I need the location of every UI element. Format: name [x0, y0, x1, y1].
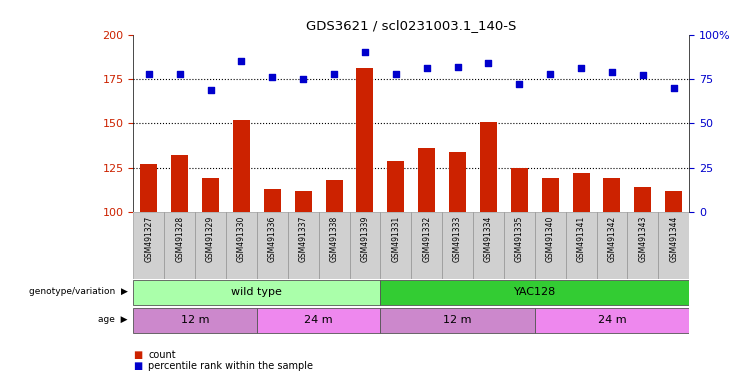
Text: GSM491331: GSM491331 — [391, 215, 400, 262]
Point — [514, 81, 525, 87]
Point — [637, 72, 649, 78]
Bar — [133, 212, 165, 279]
Point — [143, 71, 155, 77]
Bar — [535, 308, 689, 333]
Bar — [288, 212, 319, 279]
Title: GDS3621 / scl0231003.1_140-S: GDS3621 / scl0231003.1_140-S — [306, 19, 516, 32]
Bar — [233, 120, 250, 212]
Bar — [480, 121, 497, 212]
Bar — [573, 173, 590, 212]
Point — [390, 71, 402, 77]
Bar — [380, 212, 411, 279]
Text: GSM491342: GSM491342 — [608, 215, 617, 262]
Point — [205, 86, 216, 93]
Bar — [411, 212, 442, 279]
Text: GSM491341: GSM491341 — [576, 215, 585, 262]
Text: GSM491339: GSM491339 — [360, 215, 370, 262]
Text: GSM491329: GSM491329 — [206, 215, 215, 262]
Text: GSM491343: GSM491343 — [638, 215, 648, 262]
Point — [606, 69, 618, 75]
Text: GSM491330: GSM491330 — [237, 215, 246, 262]
Bar — [325, 180, 342, 212]
Bar — [603, 178, 620, 212]
Text: GSM491336: GSM491336 — [268, 215, 277, 262]
Bar — [473, 212, 504, 279]
Text: count: count — [148, 350, 176, 360]
Point — [328, 71, 340, 77]
Bar — [535, 212, 565, 279]
Bar — [171, 155, 188, 212]
Text: percentile rank within the sample: percentile rank within the sample — [148, 361, 313, 371]
Bar — [504, 212, 535, 279]
Text: GSM491327: GSM491327 — [144, 215, 153, 262]
Point — [421, 65, 433, 71]
Text: 12 m: 12 m — [443, 314, 472, 324]
Bar — [442, 212, 473, 279]
Text: genotype/variation  ▶: genotype/variation ▶ — [29, 288, 127, 296]
Text: GSM491335: GSM491335 — [515, 215, 524, 262]
Bar — [195, 212, 226, 279]
Text: GSM491334: GSM491334 — [484, 215, 493, 262]
Bar — [665, 191, 682, 212]
Point — [297, 76, 309, 82]
Bar — [226, 212, 257, 279]
Text: wild type: wild type — [231, 287, 282, 297]
Text: GSM491332: GSM491332 — [422, 215, 431, 262]
Bar — [380, 280, 689, 305]
Text: 12 m: 12 m — [181, 314, 210, 324]
Text: GSM491340: GSM491340 — [545, 215, 555, 262]
Text: 24 m: 24 m — [598, 314, 626, 324]
Bar — [350, 212, 380, 279]
Bar — [449, 152, 466, 212]
Text: 24 m: 24 m — [305, 314, 333, 324]
Bar — [202, 178, 219, 212]
Point — [267, 74, 279, 80]
Bar — [565, 212, 597, 279]
Text: ■: ■ — [133, 350, 142, 360]
Point — [544, 71, 556, 77]
Text: GSM491333: GSM491333 — [453, 215, 462, 262]
Bar — [295, 191, 312, 212]
Text: YAC128: YAC128 — [514, 287, 556, 297]
Point — [359, 49, 370, 55]
Point — [173, 71, 185, 77]
Bar — [165, 212, 195, 279]
Text: GSM491328: GSM491328 — [175, 215, 185, 262]
Text: ■: ■ — [133, 361, 142, 371]
Bar — [511, 168, 528, 212]
Point — [451, 63, 464, 70]
Text: GSM491344: GSM491344 — [669, 215, 678, 262]
Text: age  ▶: age ▶ — [99, 315, 127, 324]
Point — [482, 60, 494, 66]
Bar — [133, 280, 380, 305]
Text: GSM491338: GSM491338 — [330, 215, 339, 262]
Bar — [542, 178, 559, 212]
Bar — [597, 212, 628, 279]
Bar — [140, 164, 157, 212]
Point — [236, 58, 247, 64]
Point — [575, 65, 587, 71]
Bar — [418, 148, 435, 212]
Bar — [257, 212, 288, 279]
Bar — [628, 212, 658, 279]
Bar — [133, 308, 257, 333]
Bar — [634, 187, 651, 212]
Point — [668, 85, 679, 91]
Bar — [658, 212, 689, 279]
Bar — [257, 308, 380, 333]
Text: GSM491337: GSM491337 — [299, 215, 308, 262]
Bar — [264, 189, 281, 212]
Bar — [380, 308, 535, 333]
Bar — [356, 68, 373, 212]
Bar — [319, 212, 350, 279]
Bar — [388, 161, 405, 212]
